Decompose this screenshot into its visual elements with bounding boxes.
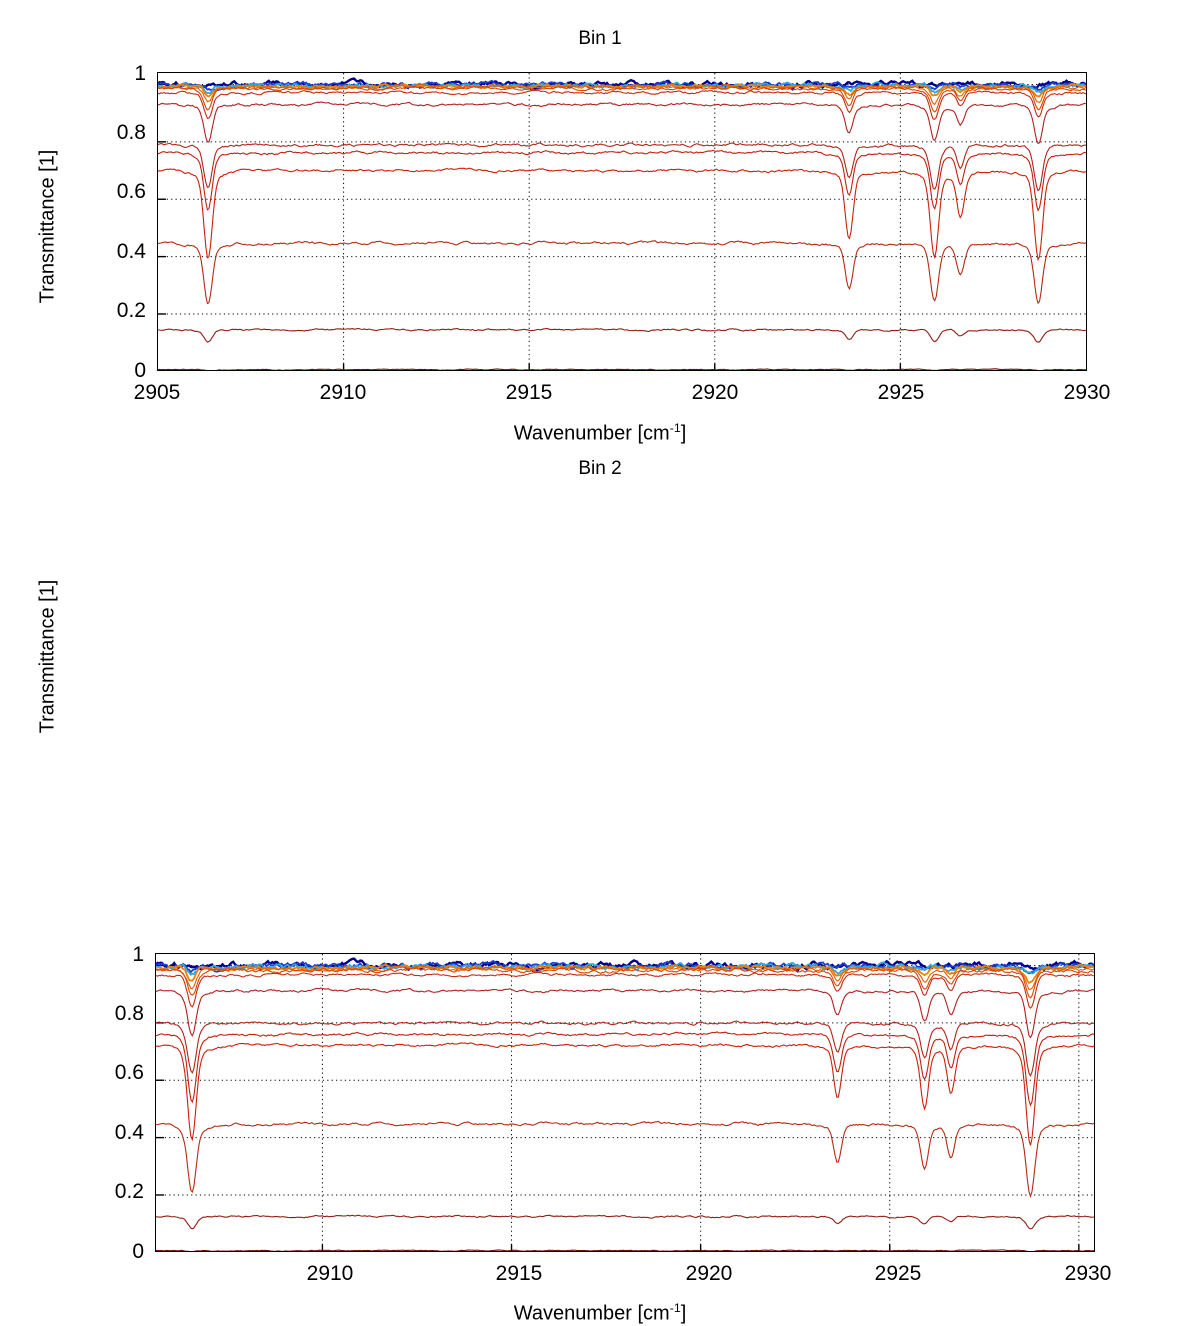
x-tick-label: 2905 (133, 381, 181, 404)
y-tick-label: 0.4 (114, 1121, 144, 1144)
y-tick-label: 0.8 (114, 1002, 144, 1025)
x-axis-label-exponent: -1 (669, 421, 681, 435)
spectrum-trace (156, 966, 1094, 999)
spectrum-trace (158, 327, 1086, 343)
spectrum-trace (158, 101, 1086, 145)
x-axis-label-tail: ] (680, 422, 687, 445)
spectrum-trace (158, 149, 1086, 212)
spectrum-trace (156, 1249, 1094, 1251)
panel-title-bin2: Bin 2 (578, 458, 622, 479)
x-tick-label: 2915 (505, 381, 553, 404)
spectrum-trace (158, 368, 1086, 370)
y-axis-label-bin1: Transmittance [1] (36, 149, 59, 304)
spectrum-trace (156, 1042, 1094, 1146)
plot-area-bin2[interactable] (155, 953, 1095, 1252)
x-axis-label-text: Wavenumber [cm (513, 1302, 670, 1325)
spectrum-plot-bin1 (158, 73, 1086, 370)
x-axis-label-text: Wavenumber [cm (513, 422, 670, 445)
y-tick-label: 0.2 (114, 1180, 144, 1203)
spectrum-trace (158, 142, 1086, 192)
spectrum-trace (158, 240, 1086, 305)
spectrum-trace (156, 987, 1094, 1039)
y-tick-label: 0 (134, 359, 146, 382)
spectrum-trace (156, 1020, 1094, 1077)
y-tick-label: 1 (134, 62, 146, 85)
x-tick-label: 2920 (685, 1262, 733, 1285)
x-axis-label-tail: ] (680, 1302, 687, 1325)
panel-bin2: Bin 2 Transmittance [1] 1 0.8 0.6 0.4 0.… (0, 449, 1200, 1325)
y-tick-label: 0.2 (116, 299, 146, 322)
spectrum-trace (156, 1120, 1094, 1199)
x-tick-label: 2920 (691, 381, 739, 404)
x-axis-label-exponent: -1 (669, 1301, 681, 1315)
y-tick-label: 0 (132, 1240, 144, 1263)
plot-area-bin1[interactable] (157, 72, 1087, 371)
y-tick-label: 0.6 (114, 1061, 144, 1084)
y-axis-label-bin2: Transmittance [1] (36, 579, 59, 734)
panel-title-bin1: Bin 1 (578, 28, 622, 49)
x-tick-label: 2925 (877, 381, 925, 404)
y-tick-label: 0.4 (116, 240, 146, 263)
x-axis-label-bin2: Wavenumber [cm-1] (0, 1301, 1200, 1326)
x-tick-label: 2930 (1064, 1262, 1112, 1285)
spectrum-trace (158, 85, 1086, 113)
x-tick-label: 2915 (495, 1262, 543, 1285)
spectrum-trace (156, 971, 1094, 1010)
y-tick-label: 1 (132, 943, 144, 966)
x-tick-label: 2910 (306, 1262, 354, 1285)
spectrum-trace (158, 167, 1086, 262)
panel-bin1: Bin 1 Transmittance [1] 1 0.8 0.6 0.4 0.… (0, 0, 1200, 452)
spectrum-trace (156, 1214, 1094, 1230)
spectrum-plot-bin2 (156, 954, 1094, 1251)
y-tick-label: 0.6 (116, 180, 146, 203)
spectrum-trace (158, 82, 1086, 98)
x-tick-label: 2925 (874, 1262, 922, 1285)
y-tick-label: 0.8 (116, 121, 146, 144)
spectrum-trace (158, 89, 1086, 120)
x-tick-label: 2910 (319, 381, 367, 404)
x-tick-label: 2930 (1063, 381, 1111, 404)
x-axis-label-bin1: Wavenumber [cm-1] (0, 421, 1200, 446)
